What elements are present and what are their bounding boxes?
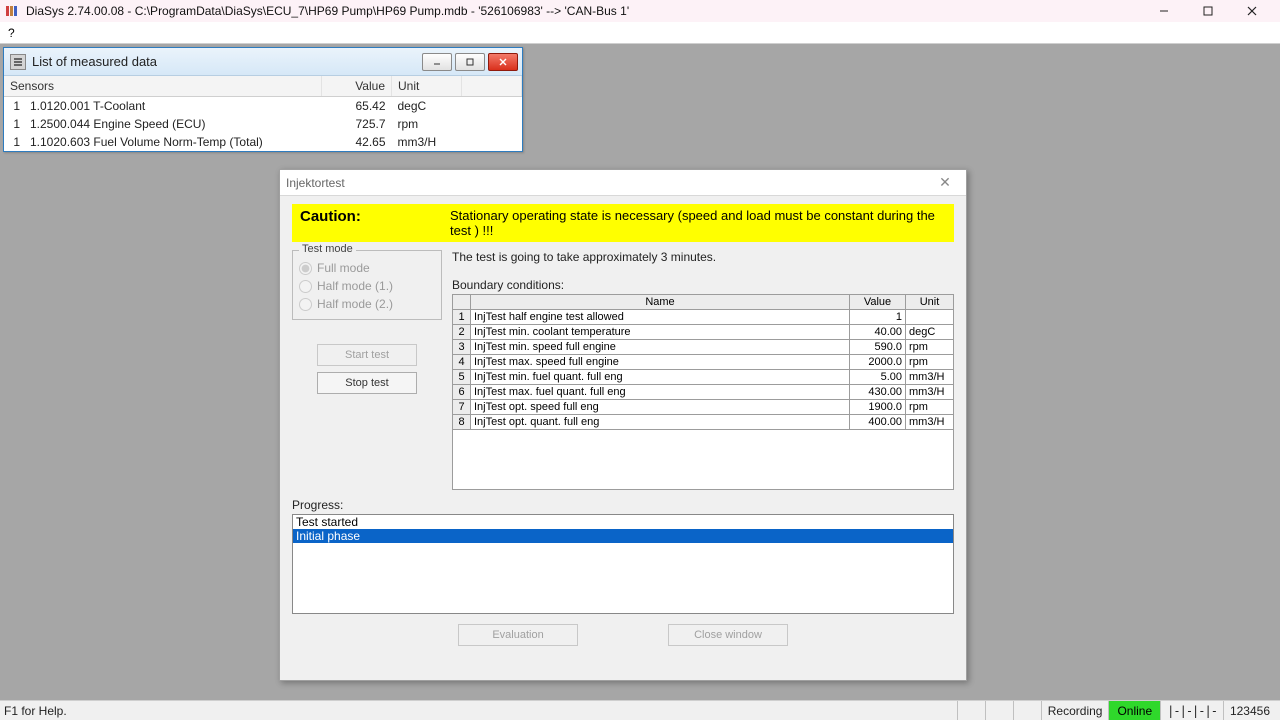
bcol-value: Value: [850, 295, 906, 310]
injector-test-dialog: Injektortest ✕ Caution: Stationary opera…: [279, 169, 967, 681]
dialog-close-button[interactable]: ✕: [930, 173, 960, 193]
test-mode-group: Test mode Full mode Half mode (1.) Half …: [292, 250, 442, 320]
col-sensors[interactable]: Sensors: [4, 76, 322, 97]
table-row[interactable]: 4 InjTest max. speed full engine 2000.0 …: [453, 355, 954, 370]
close-window-button[interactable]: Close window: [668, 624, 788, 646]
evaluation-button[interactable]: Evaluation: [458, 624, 578, 646]
status-online: Online: [1108, 701, 1160, 720]
table-row[interactable]: 1 1.1020.603 Fuel Volume Norm-Temp (Tota…: [4, 133, 522, 151]
bcol-name: Name: [471, 295, 850, 310]
radio-full-mode[interactable]: Full mode: [299, 259, 435, 277]
app-icon: [6, 6, 20, 16]
table-row[interactable]: 7 InjTest opt. speed full eng 1900.0 rpm: [453, 400, 954, 415]
table-row[interactable]: 1 1.2500.044 Engine Speed (ECU) 725.7 rp…: [4, 115, 522, 133]
list-icon: [10, 54, 26, 70]
col-unit[interactable]: Unit: [392, 76, 462, 97]
stop-test-button[interactable]: Stop test: [317, 372, 417, 394]
radio-half-mode-2[interactable]: Half mode (2.): [299, 295, 435, 313]
table-row[interactable]: 1 1.0120.001 T-Coolant 65.42 degC: [4, 97, 522, 116]
dialog-titlebar[interactable]: Injektortest ✕: [280, 170, 966, 196]
radio-half1-input[interactable]: [299, 280, 312, 293]
table-row[interactable]: 3 InjTest min. speed full engine 590.0 r…: [453, 340, 954, 355]
status-empty-2: [985, 701, 1013, 720]
main-titlebar: DiaSys 2.74.00.08 - C:\ProgramData\DiaSy…: [0, 0, 1280, 22]
help-menu[interactable]: ?: [8, 26, 15, 40]
caution-bar: Caution: Stationary operating state is n…: [292, 204, 954, 242]
status-counter: 123456: [1223, 701, 1276, 720]
boundary-label: Boundary conditions:: [452, 278, 954, 292]
dialog-title: Injektortest: [286, 176, 930, 190]
progress-item[interactable]: Initial phase: [293, 529, 953, 543]
close-button[interactable]: [1230, 0, 1274, 22]
col-spare[interactable]: [462, 76, 522, 97]
table-row[interactable]: 5 InjTest min. fuel quant. full eng 5.00…: [453, 370, 954, 385]
progress-list[interactable]: Test startedInitial phase: [292, 514, 954, 614]
progress-item[interactable]: Test started: [293, 515, 953, 529]
boundary-empty-area: [452, 430, 954, 490]
boundary-table: Name Value Unit 1 InjTest half engine te…: [452, 294, 954, 430]
table-row[interactable]: 8 InjTest opt. quant. full eng 400.00 mm…: [453, 415, 954, 430]
mdi-close-button[interactable]: [488, 53, 518, 71]
measured-titlebar[interactable]: List of measured data: [4, 48, 522, 76]
status-dashes: |-|-|-|-: [1160, 701, 1223, 720]
status-empty-3: [1013, 701, 1041, 720]
start-test-button[interactable]: Start test: [317, 344, 417, 366]
col-value[interactable]: Value: [322, 76, 392, 97]
measured-table: Sensors Value Unit 1 1.0120.001 T-Coolan…: [4, 76, 522, 151]
status-empty-1: [957, 701, 985, 720]
menubar: ?: [0, 22, 1280, 44]
table-row[interactable]: 6 InjTest max. fuel quant. full eng 430.…: [453, 385, 954, 400]
caution-message: Stationary operating state is necessary …: [450, 208, 946, 238]
radio-half2-input[interactable]: [299, 298, 312, 311]
test-info-text: The test is going to take approximately …: [452, 246, 954, 272]
workspace: List of measured data Sensors Value Unit…: [0, 44, 1280, 700]
caution-label: Caution:: [300, 208, 450, 238]
bcol-unit: Unit: [906, 295, 954, 310]
minimize-button[interactable]: [1142, 0, 1186, 22]
table-row[interactable]: 1 InjTest half engine test allowed 1: [453, 310, 954, 325]
mdi-minimize-button[interactable]: [422, 53, 452, 71]
mdi-maximize-button[interactable]: [455, 53, 485, 71]
statusbar: F1 for Help. Recording Online |-|-|-|- 1…: [0, 700, 1280, 720]
status-help-text: F1 for Help.: [4, 704, 957, 718]
radio-full-input[interactable]: [299, 262, 312, 275]
progress-label: Progress:: [292, 498, 954, 512]
measured-data-window: List of measured data Sensors Value Unit…: [3, 47, 523, 152]
status-recording: Recording: [1041, 701, 1109, 720]
radio-half-mode-1[interactable]: Half mode (1.): [299, 277, 435, 295]
app-title: DiaSys 2.74.00.08 - C:\ProgramData\DiaSy…: [26, 4, 1142, 18]
measured-title: List of measured data: [32, 54, 422, 69]
maximize-button[interactable]: [1186, 0, 1230, 22]
test-mode-legend: Test mode: [299, 243, 356, 255]
table-row[interactable]: 2 InjTest min. coolant temperature 40.00…: [453, 325, 954, 340]
